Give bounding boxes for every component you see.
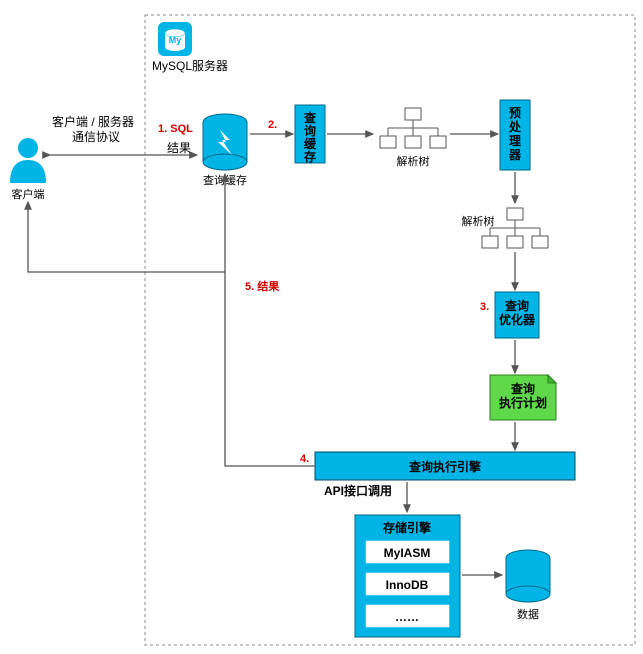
protocol-line1: 客户端 / 服务器 — [52, 114, 134, 129]
etc-text: …… — [395, 610, 419, 624]
step1-label: 1. SQL — [158, 123, 193, 135]
step3-label: 3. — [480, 301, 489, 313]
client-icon — [10, 138, 46, 183]
cache-cylinder-icon — [203, 114, 247, 170]
data-cylinder-icon — [506, 550, 550, 602]
step4-label: 4. — [300, 453, 309, 465]
engine-to-cache-arrow — [225, 174, 315, 466]
step2-label: 2. — [268, 119, 277, 131]
storage-engine-label: 存储引擎 — [382, 520, 431, 535]
api-call-label: API接口调用 — [324, 483, 392, 498]
preprocessor-text: 预处理器 — [508, 106, 522, 162]
svg-text:My: My — [169, 35, 182, 45]
step1-result: 结果 — [167, 141, 191, 155]
step5-label: 5. 结果 — [245, 279, 279, 293]
client-label: 客户端 — [12, 187, 45, 201]
parse-tree-1 — [380, 108, 446, 148]
parse-tree-1-label: 解析树 — [397, 154, 430, 168]
myiasm-text: MyIASM — [384, 546, 431, 560]
innodb-text: InnoDB — [386, 578, 429, 592]
data-label: 数据 — [517, 607, 539, 621]
protocol-line2: 通信协议 — [72, 129, 120, 144]
mysql-server-icon-group: My — [158, 22, 192, 56]
exec-engine-text: 查询执行引擎 — [408, 459, 481, 474]
result-to-client-arrow — [28, 202, 225, 272]
query-cache-text: 查询缓存 — [303, 110, 317, 164]
parse-tree-2-label: 解析树 — [462, 214, 495, 228]
mysql-server-label: MySQL服务器 — [152, 58, 228, 73]
parse-tree-2 — [482, 208, 548, 248]
